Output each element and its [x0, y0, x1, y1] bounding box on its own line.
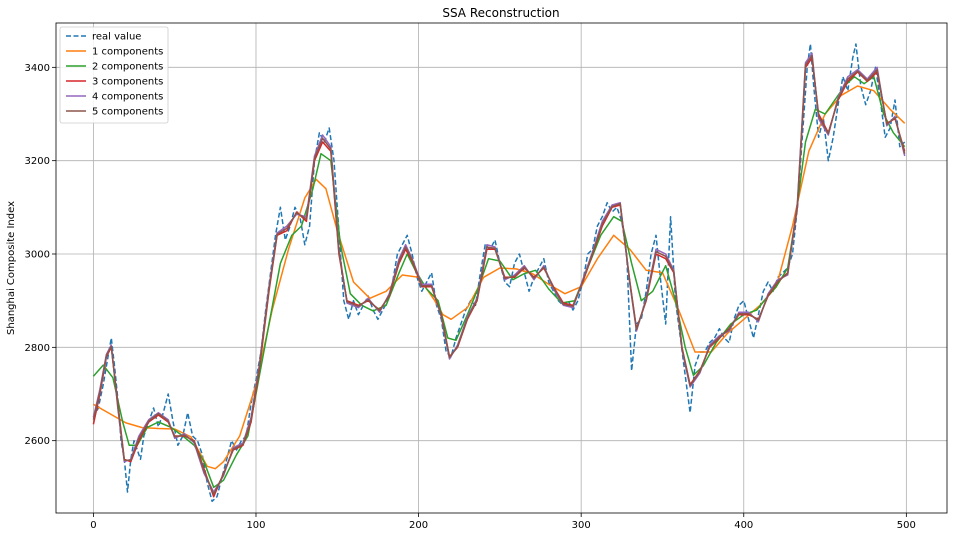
- series-layer: [92, 43, 906, 503]
- legend-label-2: 2 components: [92, 62, 163, 73]
- x-tick-label: 500: [897, 520, 916, 531]
- legend-box: [59, 26, 169, 124]
- legend-label-5: 5 components: [92, 107, 163, 118]
- x-tick-label: 300: [572, 520, 591, 531]
- legend: real value 1 components 2 components 3 comp…: [59, 26, 169, 124]
- y-tick-label: 3400: [25, 63, 50, 74]
- x-tick-label: 200: [409, 520, 428, 531]
- y-tick-label: 2800: [25, 343, 50, 354]
- y-tick-label: 2600: [25, 436, 50, 447]
- y-axis-label: Shanghai Composite Index: [6, 201, 17, 335]
- y-tick-label: 3000: [25, 250, 50, 261]
- legend-label-1: 1 components: [92, 47, 163, 58]
- x-tick-label: 100: [246, 520, 265, 531]
- y-tick-label: 3200: [25, 156, 50, 167]
- series-line-5: [92, 54, 906, 496]
- legend-label-3: 3 components: [92, 77, 163, 88]
- plot-frame: [55, 22, 948, 514]
- series-line-4: [92, 52, 906, 493]
- chart-title: SSA Reconstruction: [442, 6, 559, 20]
- legend-label-4: 4 components: [92, 92, 163, 103]
- x-tick-label: 0: [90, 520, 96, 531]
- series-line-0: [92, 43, 906, 503]
- legend-label-0: real value: [92, 32, 141, 43]
- grid-layer: [56, 23, 947, 513]
- x-tick-label: 400: [734, 520, 753, 531]
- axes-layer: 0 100 200 300 400 500 2600 2800 3000 3200 3400: [25, 22, 948, 531]
- series-line-2: [92, 75, 906, 489]
